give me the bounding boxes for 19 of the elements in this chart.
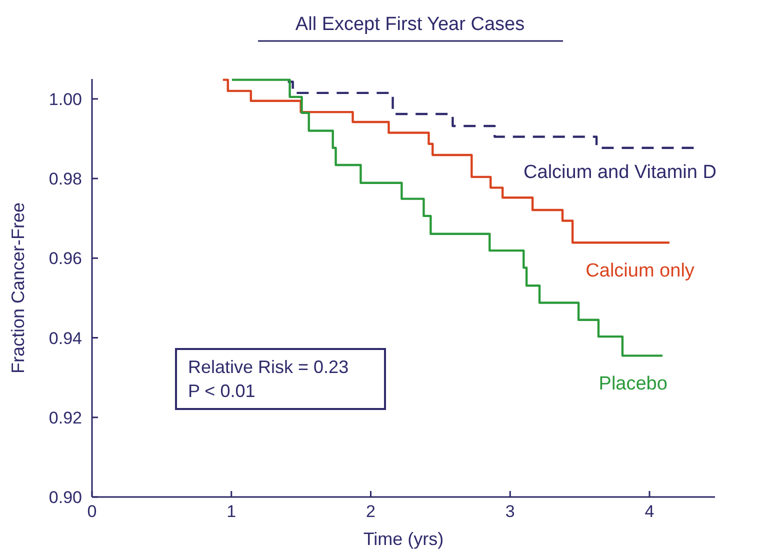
y-tick-label: 0.92: [48, 408, 82, 428]
chart-title: All Except First Year Cases: [295, 14, 525, 35]
x-tick-label: 0: [87, 502, 97, 521]
x-tick-label: 1: [226, 502, 236, 521]
x-tick-label: 3: [505, 502, 515, 521]
annotation: P < 0.01: [188, 381, 256, 401]
y-axis-title: Fraction Cancer-Free: [8, 202, 28, 374]
series-label: Calcium only: [586, 260, 695, 282]
y-tick-label: 0.94: [48, 328, 82, 348]
y-tick-label: 0.96: [48, 249, 82, 268]
y-tick-label: 0.90: [48, 488, 82, 507]
series-label: Calcium and Vitamin D: [524, 162, 716, 183]
annotation: Relative Risk = 0.23: [188, 357, 349, 377]
y-tick-label: 0.98: [48, 170, 82, 189]
x-tick-label: 2: [366, 502, 376, 521]
series-label: Placebo: [598, 374, 668, 395]
y-tick-label: 1.00: [48, 90, 82, 109]
x-tick-label: 4: [644, 502, 654, 521]
x-axis-title: Time (yrs): [363, 529, 444, 549]
